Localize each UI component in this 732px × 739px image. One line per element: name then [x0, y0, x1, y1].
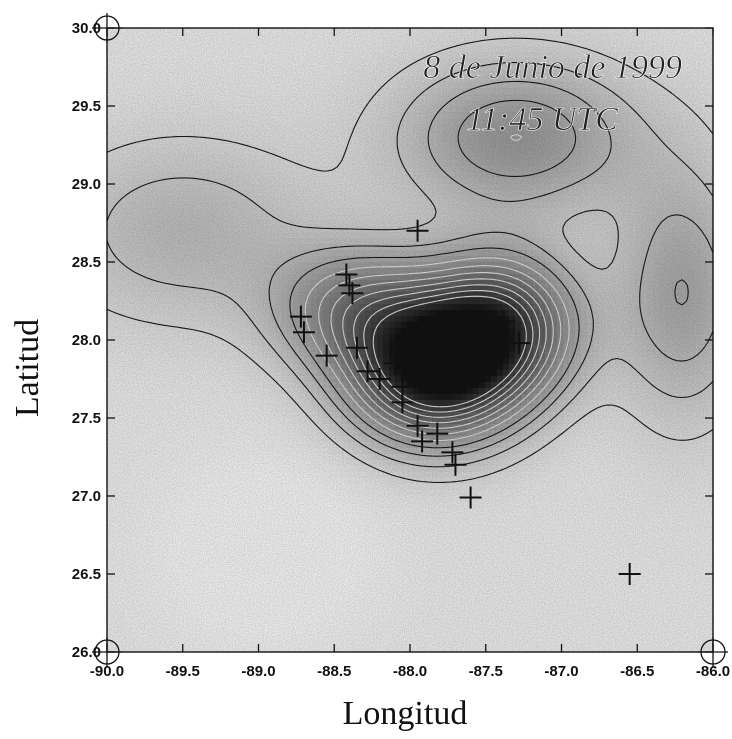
contour-chart: -90.0 -89.5 -89.0 -88.5 -88.0 -87.5 -87.0 -86.5…: [9, 13, 730, 732]
chart-svg: -90.0 -89.5 -89.0 -88.5 -88.0 -87.5 -87.0 -86.5…: [9, 13, 730, 732]
